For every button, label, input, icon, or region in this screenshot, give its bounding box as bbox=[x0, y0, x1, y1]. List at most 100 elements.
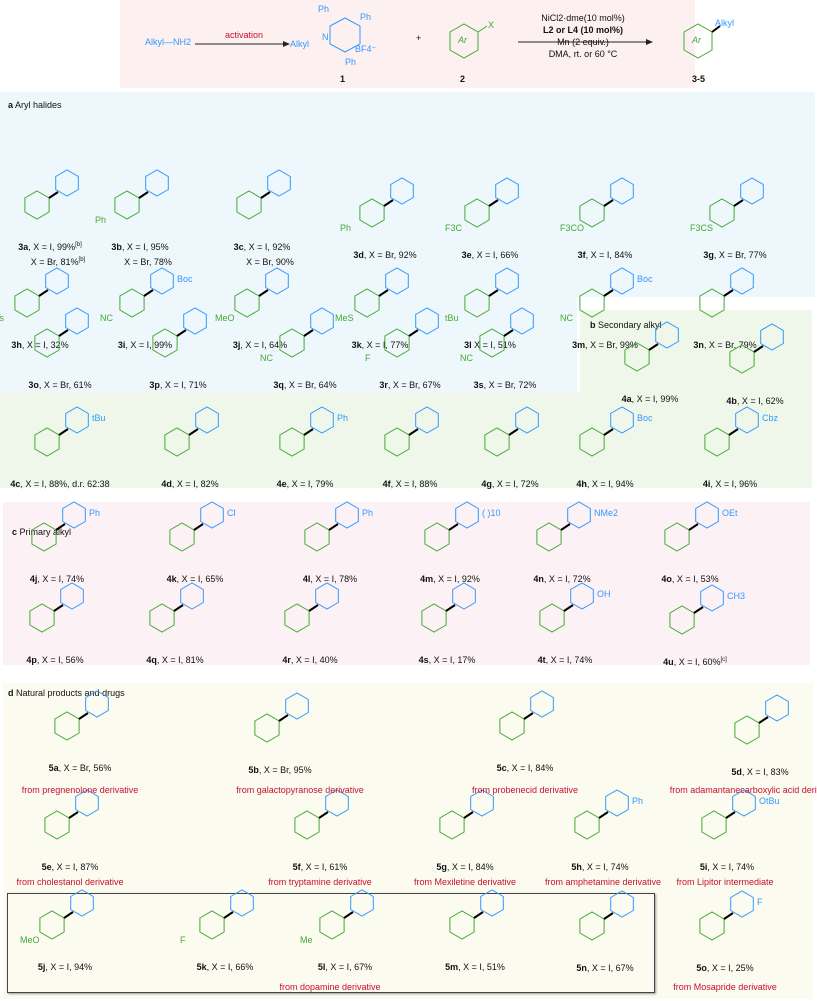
compound-3c-label: 3c, X = I, 92% bbox=[233, 242, 291, 252]
compound-4u-structure bbox=[669, 584, 724, 635]
product-alkyl: Alkyl bbox=[715, 18, 735, 28]
compound-3o-structure bbox=[34, 307, 89, 358]
compound-5o-alkyl-substituent: F bbox=[757, 897, 763, 907]
compound-4a-structure bbox=[624, 321, 679, 372]
compound-5l-aryl-substituent: Me bbox=[300, 935, 313, 945]
product-ar: Ar bbox=[692, 35, 701, 45]
compound-5m-label: 5m, X = I, 51% bbox=[445, 962, 505, 972]
compound-3e-structure bbox=[464, 177, 519, 228]
compound-5d-structure bbox=[734, 694, 789, 745]
compound-4d-structure bbox=[164, 406, 219, 457]
compound-5l-label: 5l, X = I, 67% bbox=[317, 962, 373, 972]
compound-5d-label: 5d, X = I, 83% bbox=[731, 767, 789, 777]
source-label-5o: from Mosapride derivative bbox=[673, 982, 777, 992]
compound-4i-alkyl-substituent: Cbz bbox=[762, 413, 779, 423]
compound-3r-structure bbox=[384, 307, 439, 358]
compound-3h-structure bbox=[14, 267, 69, 318]
section-b-title: b Secondary alkyl bbox=[590, 320, 662, 330]
compound-4b-structure bbox=[729, 323, 784, 374]
condition-catalyst: NiCl2·dme(10 mol%) bbox=[541, 13, 625, 23]
compound-4b-label: 4b, X = I, 62% bbox=[726, 396, 784, 406]
compound-3d-structure bbox=[359, 177, 414, 228]
compound-3a-label: 3a, X = I, 99%[b] bbox=[18, 242, 82, 252]
section-d-title: d Natural products and drugs bbox=[8, 688, 125, 698]
source-label-5a: from pregnenolone derivative bbox=[21, 785, 139, 795]
compound-4e-alkyl-substituent: Ph bbox=[337, 413, 349, 423]
compound-3a-structure bbox=[24, 169, 79, 220]
compound-5f-structure bbox=[294, 789, 349, 840]
aryl-halide-structure bbox=[449, 23, 488, 59]
compound-4e-label: 4e, X = I, 79% bbox=[276, 479, 334, 489]
compound-3q-aryl-substituent: NC bbox=[260, 353, 273, 363]
compound-3g-label: 3g, X = Br, 77% bbox=[703, 250, 767, 260]
compound-4q-structure bbox=[149, 582, 204, 633]
compound-3f-label: 3f, X = I, 84% bbox=[577, 250, 633, 260]
source-label-5j-5n: from dopamine derivative bbox=[279, 982, 381, 992]
source-label-5d: from adamantanecarboxylic acid derivativ… bbox=[669, 785, 817, 795]
compound-5m-structure bbox=[449, 889, 504, 940]
compound-3q-label: 3q, X = Br, 64% bbox=[273, 380, 337, 390]
compound-5a-label: 5a, X = Br, 56% bbox=[48, 763, 112, 773]
source-label-5c: from probenecid derivative bbox=[471, 785, 579, 795]
compound-5k-structure bbox=[199, 889, 254, 940]
compound-4g-structure bbox=[484, 406, 539, 457]
compound-4d-label: 4d, X = I, 82% bbox=[161, 479, 219, 489]
compound-number-1: 1 bbox=[340, 74, 346, 84]
compound-3i-aryl-substituent: NC bbox=[100, 313, 113, 323]
compound-5f-label: 5f, X = I, 61% bbox=[292, 862, 348, 872]
compound-5j-aryl-substituent: MeO bbox=[20, 935, 40, 945]
compound-3d-label: 3d, X = Br, 92% bbox=[353, 250, 417, 260]
compound-5k-label: 5k, X = I, 66% bbox=[196, 962, 254, 972]
compound-4p-label: 4p, X = I, 56% bbox=[26, 655, 84, 665]
compound-3i-label: 3i, X = I, 99% bbox=[117, 340, 173, 350]
compound-4l-alkyl-substituent: Ph bbox=[362, 508, 374, 518]
compound-4g-label: 4g, X = I, 72% bbox=[481, 479, 539, 489]
compound-3f-structure bbox=[579, 177, 634, 228]
compound-4s-structure bbox=[421, 582, 476, 633]
compound-5o-structure bbox=[699, 890, 754, 941]
compound-4k-alkyl-substituent: Cl bbox=[227, 508, 236, 518]
source-label-5h: from amphetamine derivative bbox=[544, 877, 662, 887]
pyridinium-salt-structure bbox=[329, 17, 361, 53]
compound-5b-label: 5b, X = Br, 95% bbox=[248, 765, 312, 775]
compound-5a-structure bbox=[54, 690, 109, 741]
compound-4i-label: 4i, X = I, 96% bbox=[702, 479, 758, 489]
compound-4l-structure bbox=[304, 501, 359, 552]
compound-4e-structure bbox=[279, 406, 334, 457]
source-label-5b: from galactopyranose derivative bbox=[236, 785, 364, 795]
compound-3l-label: 3l X = I, 51% bbox=[464, 340, 516, 350]
compound-3e-label: 3e, X = I, 66% bbox=[461, 250, 519, 260]
pyridinium-ph-2: Ph bbox=[360, 12, 372, 22]
compound-3r-aryl-substituent: F bbox=[365, 353, 371, 363]
compound-number-3-5: 3-5 bbox=[692, 74, 706, 84]
compound-4c-structure bbox=[34, 406, 89, 457]
source-label-5f: from tryptamine derivative bbox=[268, 877, 372, 887]
section-b-panel-lower bbox=[0, 392, 812, 488]
compound-5j-structure bbox=[39, 889, 94, 940]
compound-4j-alkyl-substituent: Ph bbox=[89, 508, 101, 518]
compound-5g-label: 5g, X = I, 84% bbox=[436, 862, 494, 872]
compound-4j-label: 4j, X = I, 74% bbox=[29, 574, 85, 584]
plus-sign: + bbox=[416, 33, 422, 43]
compound-3h-aryl-substituent: Ts bbox=[0, 313, 4, 323]
compound-4h-structure bbox=[579, 406, 634, 457]
compound-3b-label: 3b, X = I, 95% bbox=[111, 242, 169, 252]
compound-3q-structure bbox=[279, 307, 334, 358]
compound-4h-alkyl-substituent: Boc bbox=[637, 413, 653, 423]
section-a-panel bbox=[0, 92, 815, 297]
compound-5n-structure bbox=[579, 890, 634, 941]
source-label-5i: from Lipitor intermediate bbox=[676, 877, 774, 887]
aryl-halide-ar: Ar bbox=[458, 35, 467, 45]
compound-5n-label: 5n, X = I, 67% bbox=[576, 963, 634, 973]
compound-3j-structure bbox=[234, 267, 289, 318]
compound-4k-structure bbox=[169, 501, 224, 552]
reactant-amine: Alkyl—NH2 bbox=[145, 37, 192, 47]
reaction-arrow-icon bbox=[518, 39, 653, 45]
activation-arrow-icon bbox=[195, 41, 290, 47]
dopamine-group-box bbox=[7, 893, 655, 993]
section-d-panel bbox=[3, 683, 813, 999]
compound-3m-label: 3m, X = Br, 99% bbox=[572, 340, 638, 350]
compound-4i-structure bbox=[704, 406, 759, 457]
compound-3j-label: 3j, X = I, 64% bbox=[232, 340, 288, 350]
pyridinium-ph-1: Ph bbox=[318, 4, 330, 14]
